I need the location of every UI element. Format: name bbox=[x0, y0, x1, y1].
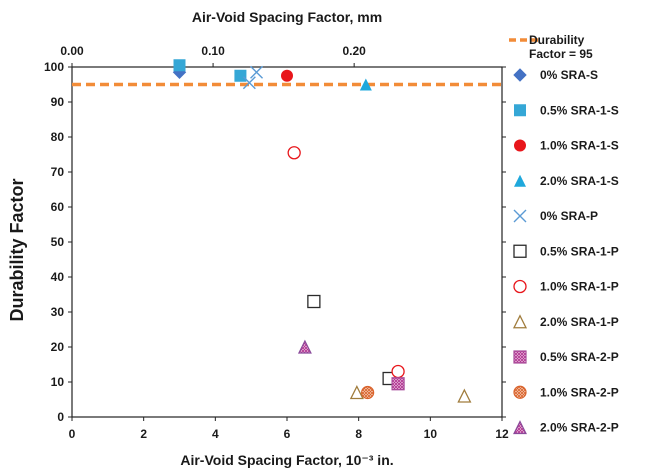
y-tick-label: 90 bbox=[51, 95, 65, 109]
y-tick-label: 100 bbox=[44, 60, 64, 74]
y-tick-label: 20 bbox=[51, 340, 65, 354]
legend-reference-label-line2: Factor = 95 bbox=[529, 47, 593, 61]
y-tick-label: 10 bbox=[51, 375, 65, 389]
y-tick-label: 70 bbox=[51, 165, 65, 179]
y-tick-label: 30 bbox=[51, 305, 65, 319]
x-tick-label: 12 bbox=[495, 427, 509, 441]
x-tick-label: 2 bbox=[140, 427, 147, 441]
legend-label: 2.0% SRA-1-P bbox=[540, 315, 619, 329]
data-point-2-0-sra-1-p bbox=[349, 385, 364, 400]
legend-item-1-0-sra-2-p: 1.0% SRA-2-P bbox=[513, 385, 619, 399]
data-point-2-0-sra-1-s bbox=[359, 78, 372, 91]
legend-label: 0% SRA-S bbox=[540, 68, 598, 82]
legend-swatch-1-0-sra-1-p bbox=[513, 279, 527, 294]
data-point-0-5-sra-1-s bbox=[234, 69, 247, 82]
legend-label: 0% SRA-P bbox=[540, 209, 598, 223]
legend-swatch-0-5-sra-1-s bbox=[514, 104, 526, 117]
legend-swatch-0-5-sra-1-p bbox=[513, 244, 527, 258]
plot-frame bbox=[71, 66, 503, 418]
legend-label: 1.0% SRA-1-S bbox=[540, 139, 619, 153]
x-tick-label: 8 bbox=[355, 427, 362, 441]
legend-item-0-5-sra-1-s: 0.5% SRA-1-S bbox=[514, 103, 619, 117]
x-tick-label: 6 bbox=[284, 427, 291, 441]
data-point-1-0-sra-1-p bbox=[287, 146, 301, 160]
legend-label: 1.0% SRA-1-P bbox=[540, 280, 619, 294]
data-point-2-0-sra-1-p bbox=[457, 388, 472, 403]
plot-area: 0 10 20 30 40 50 60 70 80 90 100 0 2 4 6 8 10 12 0.00 0.10 0… bbox=[44, 44, 509, 441]
legend-item-0-5-sra-1-p: 0.5% SRA-1-P bbox=[513, 244, 619, 258]
y-tick-label: 0 bbox=[57, 410, 64, 424]
data-point-0-5-sra-1-p bbox=[307, 294, 321, 309]
legend-item-2-0-sra-2-p: 2.0% SRA-2-P bbox=[513, 420, 619, 435]
legend-label: 2.0% SRA-1-S bbox=[540, 174, 619, 188]
data-point-1-0-sra-1-p bbox=[391, 364, 405, 379]
x-tick-label: 4 bbox=[212, 427, 219, 441]
x-axis-title: Air-Void Spacing Factor, 10⁻³ in. bbox=[180, 452, 393, 468]
data-point-0-5-sra-2-p bbox=[391, 377, 405, 391]
data-point-2-0-sra-2-p bbox=[297, 339, 312, 354]
data-point-0-sra-p bbox=[242, 76, 256, 90]
legend-item-2-0-sra-1-p: 2.0% SRA-1-P bbox=[512, 314, 619, 329]
legend-swatch-2-0-sra-1-p bbox=[512, 314, 528, 329]
legend-label: 0.5% SRA-1-P bbox=[540, 244, 619, 258]
legend-item-0-sra-s: 0% SRA-S bbox=[513, 68, 598, 82]
legend-label: 1.0% SRA-2-P bbox=[540, 385, 619, 399]
x-top-tick-label: 0.10 bbox=[201, 44, 225, 58]
x-top-tick-label: 0.00 bbox=[60, 44, 84, 58]
legend-label: 2.0% SRA-2-P bbox=[540, 421, 619, 435]
legend-swatch-1-0-sra-1-s bbox=[514, 139, 526, 152]
legend-swatch-2-0-sra-2-p bbox=[513, 420, 527, 435]
legend-item-0-5-sra-2-p: 0.5% SRA-2-P bbox=[513, 350, 619, 364]
legend-swatch-0-sra-s bbox=[513, 68, 527, 82]
data-point-1-0-sra-1-s bbox=[281, 69, 293, 82]
data-point-0-5-sra-1-s bbox=[173, 59, 186, 72]
legend-label: 0.5% SRA-1-S bbox=[540, 103, 619, 117]
legend-item-2-0-sra-1-s: 2.0% SRA-1-S bbox=[514, 174, 619, 188]
data-point-1-0-sra-2-p bbox=[361, 385, 375, 400]
legend-item-1-0-sra-1-s: 1.0% SRA-1-S bbox=[514, 139, 619, 153]
y-axis-title: Durability Factor bbox=[7, 178, 27, 321]
x-top-tick-label: 0.20 bbox=[342, 44, 366, 58]
y-tick-label: 50 bbox=[51, 235, 65, 249]
legend-label: 0.5% SRA-2-P bbox=[540, 350, 619, 364]
legend-item-0-sra-p: 0% SRA-P bbox=[513, 209, 598, 223]
y-tick-label: 60 bbox=[51, 200, 65, 214]
legend-swatch-1-0-sra-2-p bbox=[513, 385, 527, 399]
y-tick-label: 40 bbox=[51, 270, 65, 284]
data-point-0-sra-p bbox=[250, 65, 264, 79]
legend-swatch-0-sra-p bbox=[513, 209, 527, 223]
legend-swatch-0-5-sra-2-p bbox=[513, 350, 527, 364]
x-tick-label: 10 bbox=[424, 427, 438, 441]
x-tick-label: 0 bbox=[69, 427, 76, 441]
legend-swatch-2-0-sra-1-s bbox=[514, 174, 526, 187]
legend-item-1-0-sra-1-p: 1.0% SRA-1-P bbox=[513, 279, 619, 294]
top-axis-title: Air-Void Spacing Factor, mm bbox=[192, 9, 382, 25]
y-tick-label: 80 bbox=[51, 130, 65, 144]
legend-reference-label: Durability bbox=[529, 33, 585, 47]
